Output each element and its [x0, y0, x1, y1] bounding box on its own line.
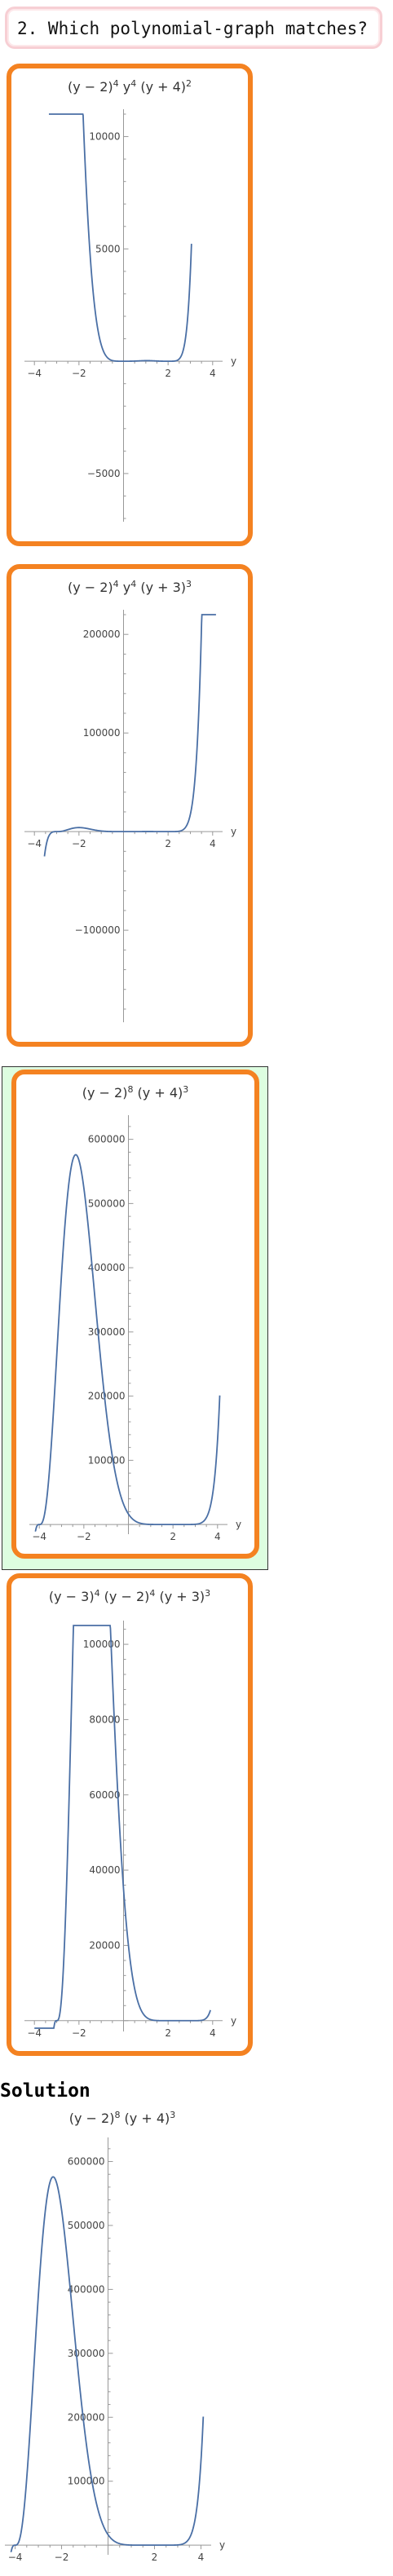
option-2-x-tick-label-0: −4	[27, 838, 42, 849]
solution-y-tick-label-4: 200000	[68, 2411, 105, 2423]
option-1-x-tick-label-0: −4	[27, 368, 42, 379]
option-3-y-tick-label-3: 300000	[88, 1326, 126, 1338]
option-4-x-label: y	[231, 2015, 236, 2027]
answer-option-1[interactable]: (y − 2)4 y4 (y + 4)2 y −4 −2 2 4 10000 5000 −500…	[7, 64, 253, 546]
option-3-y-tick-label-4: 200000	[88, 1391, 126, 1402]
option-4-y-tick-label-1: 80000	[89, 1714, 120, 1725]
option-1-curve	[48, 113, 192, 363]
option-2-x-tick-label-1: −2	[72, 838, 86, 849]
option-4-x-tick-label-3: 4	[210, 2027, 216, 2039]
option-2-plot: (y − 2)4 y4 (y + 3)3 y −4 −2 2 4 200000 100000 −…	[24, 579, 236, 1022]
option-2-y-tick-label-0: 200000	[83, 629, 121, 640]
option-1-y-tick-label-0: 10000	[89, 131, 120, 143]
option-1-x-tick-label-1: −2	[72, 368, 86, 379]
option-2-x-tick-label-3: 4	[210, 838, 216, 849]
answer-option-2[interactable]: (y − 2)4 y4 (y + 3)3 y −4 −2 2 4 200000 100000 −…	[7, 564, 253, 1047]
option-4-y-tick-label-0: 100000	[83, 1639, 121, 1650]
option-3-x-tick-label-2: 2	[170, 1531, 176, 1542]
option-4-y-tick-label-4: 20000	[89, 1939, 120, 1951]
solution-x-tick-label-0: −4	[8, 2552, 23, 2563]
option-3-title: (y − 2)8 (y + 4)3	[82, 1084, 189, 1101]
question-box: 2. Which polynomial-graph matches?	[5, 7, 382, 49]
solution-y-tick-label-1: 500000	[68, 2220, 105, 2231]
solution-y-tick-label-0: 600000	[68, 2156, 105, 2168]
option-1-x-label: y	[231, 355, 236, 367]
option-2-y-tick-label-2: −100000	[75, 924, 121, 936]
option-1-y-tick-label-2: −5000	[87, 468, 121, 479]
option-3-x-tick-label-0: −4	[32, 1531, 46, 1542]
option-4-curve	[34, 1625, 211, 2029]
option-3-plot: (y − 2)8 (y + 4)3 y −4 −2 2 4 600000 500000 4000…	[29, 1084, 241, 1542]
question-text: 2. Which polynomial-graph matches?	[17, 19, 368, 38]
option-4-plot: (y − 3)4 (y − 2)4 (y + 3)3 y −4 −2 2 4 100000 8…	[24, 1588, 236, 2039]
solution-plot: (y − 2)8 (y + 4)3 y −4 −2 2 4 600000 500000 4000…	[5, 2110, 225, 2563]
solution-y-tick-label-3: 300000	[68, 2348, 105, 2359]
option-3-x-tick-label-3: 4	[214, 1531, 221, 1542]
solution-title: (y − 2)8 (y + 4)3	[69, 2110, 176, 2127]
option-3-x-tick-label-1: −2	[77, 1531, 91, 1542]
option-2-y-tick-label-1: 100000	[83, 727, 121, 739]
option-4-y-tick-label-2: 60000	[89, 1789, 120, 1801]
option-3-x-label: y	[236, 1519, 241, 1530]
option-4-x-tick-label-2: 2	[165, 2027, 171, 2039]
option-1-x-tick-label-2: 2	[165, 368, 171, 379]
option-1-y-tick-label-1: 5000	[95, 243, 121, 254]
option-2-x-label: y	[231, 826, 236, 837]
option-1-title: (y − 2)4 y4 (y + 4)2	[68, 78, 192, 95]
answer-option-3[interactable]: (y − 2)8 (y + 4)3 y −4 −2 2 4 600000 500000 4000…	[11, 1070, 259, 1559]
solution-heading: Solution	[0, 2080, 91, 2102]
option-3-y-tick-label-5: 100000	[88, 1454, 126, 1466]
solution-y-tick-label-5: 100000	[68, 2476, 105, 2487]
option-4-title: (y − 3)4 (y − 2)4 (y + 3)3	[49, 1588, 210, 1605]
option-1-x-tick-label-3: 4	[210, 368, 216, 379]
option-4-y-tick-label-3: 40000	[89, 1864, 120, 1876]
option-2-x-tick-label-2: 2	[165, 838, 171, 849]
solution-x-label: y	[219, 2539, 225, 2551]
option-1-plot: (y − 2)4 y4 (y + 4)2 y −4 −2 2 4 10000 5000 −500…	[24, 78, 236, 522]
solution-plot: (y − 2)8 (y + 4)3 y −4 −2 2 4 600000 500000 4000…	[0, 2105, 245, 2573]
solution-x-tick-label-2: 2	[152, 2552, 158, 2563]
option-3-y-tick-label-0: 600000	[88, 1134, 126, 1145]
solution-y-tick-label-2: 400000	[68, 2283, 105, 2295]
option-2-curve	[43, 614, 216, 857]
option-4-x-tick-label-0: −4	[27, 2027, 42, 2039]
solution-x-tick-label-3: 4	[198, 2552, 205, 2563]
solution-curve	[10, 2176, 205, 2552]
option-3-curve	[34, 1153, 221, 1532]
option-2-title: (y − 2)4 y4 (y + 3)3	[68, 579, 192, 596]
option-3-y-tick-label-1: 500000	[88, 1198, 126, 1209]
answer-option-4[interactable]: (y − 3)4 (y − 2)4 (y + 3)3 y −4 −2 2 4 100000 8…	[7, 1573, 253, 2056]
option-4-x-tick-label-1: −2	[72, 2027, 86, 2039]
solution-x-tick-label-1: −2	[55, 2552, 69, 2563]
option-3-y-tick-label-2: 400000	[88, 1262, 126, 1273]
